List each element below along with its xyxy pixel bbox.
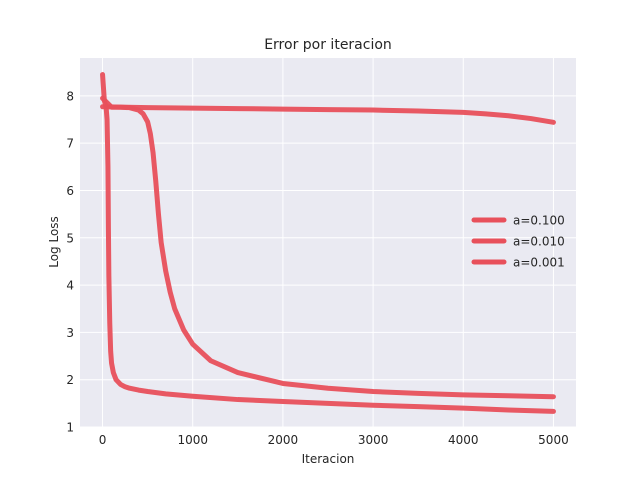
y-axis-label: Log Loss	[47, 216, 61, 268]
x-tick-label: 0	[99, 433, 107, 447]
y-tick-label: 8	[66, 89, 74, 103]
y-tick-label: 5	[66, 231, 74, 245]
chart-title: Error por iteracion	[264, 37, 392, 53]
y-tick-label: 1	[66, 421, 74, 435]
x-tick-label: 4000	[448, 433, 479, 447]
x-tick-label: 1000	[177, 433, 208, 447]
x-tick-label: 2000	[268, 433, 299, 447]
legend-label: a=0.100	[513, 214, 565, 228]
legend: a=0.100 a=0.010 a=0.001	[471, 214, 565, 270]
x-tick-label: 5000	[538, 433, 569, 447]
series-layer	[100, 72, 556, 414]
series-line-3	[100, 104, 556, 125]
y-tick-label: 4	[66, 279, 74, 293]
series-line-1	[100, 72, 556, 414]
x-tick-label: 3000	[358, 433, 389, 447]
y-tick-label: 6	[66, 184, 74, 198]
x-axis-label: Iteracion	[302, 452, 355, 466]
grid	[80, 58, 576, 428]
series-line-2	[100, 95, 556, 400]
y-tick-label: 7	[66, 137, 74, 151]
ticks: 0 1000 2000 3000 4000 5000 1 2 3 4 5 6 7 8	[66, 89, 568, 447]
y-tick-label: 3	[66, 326, 74, 340]
legend-label: a=0.010	[513, 235, 565, 249]
y-tick-label: 2	[66, 373, 74, 387]
legend-label: a=0.001	[513, 256, 565, 270]
